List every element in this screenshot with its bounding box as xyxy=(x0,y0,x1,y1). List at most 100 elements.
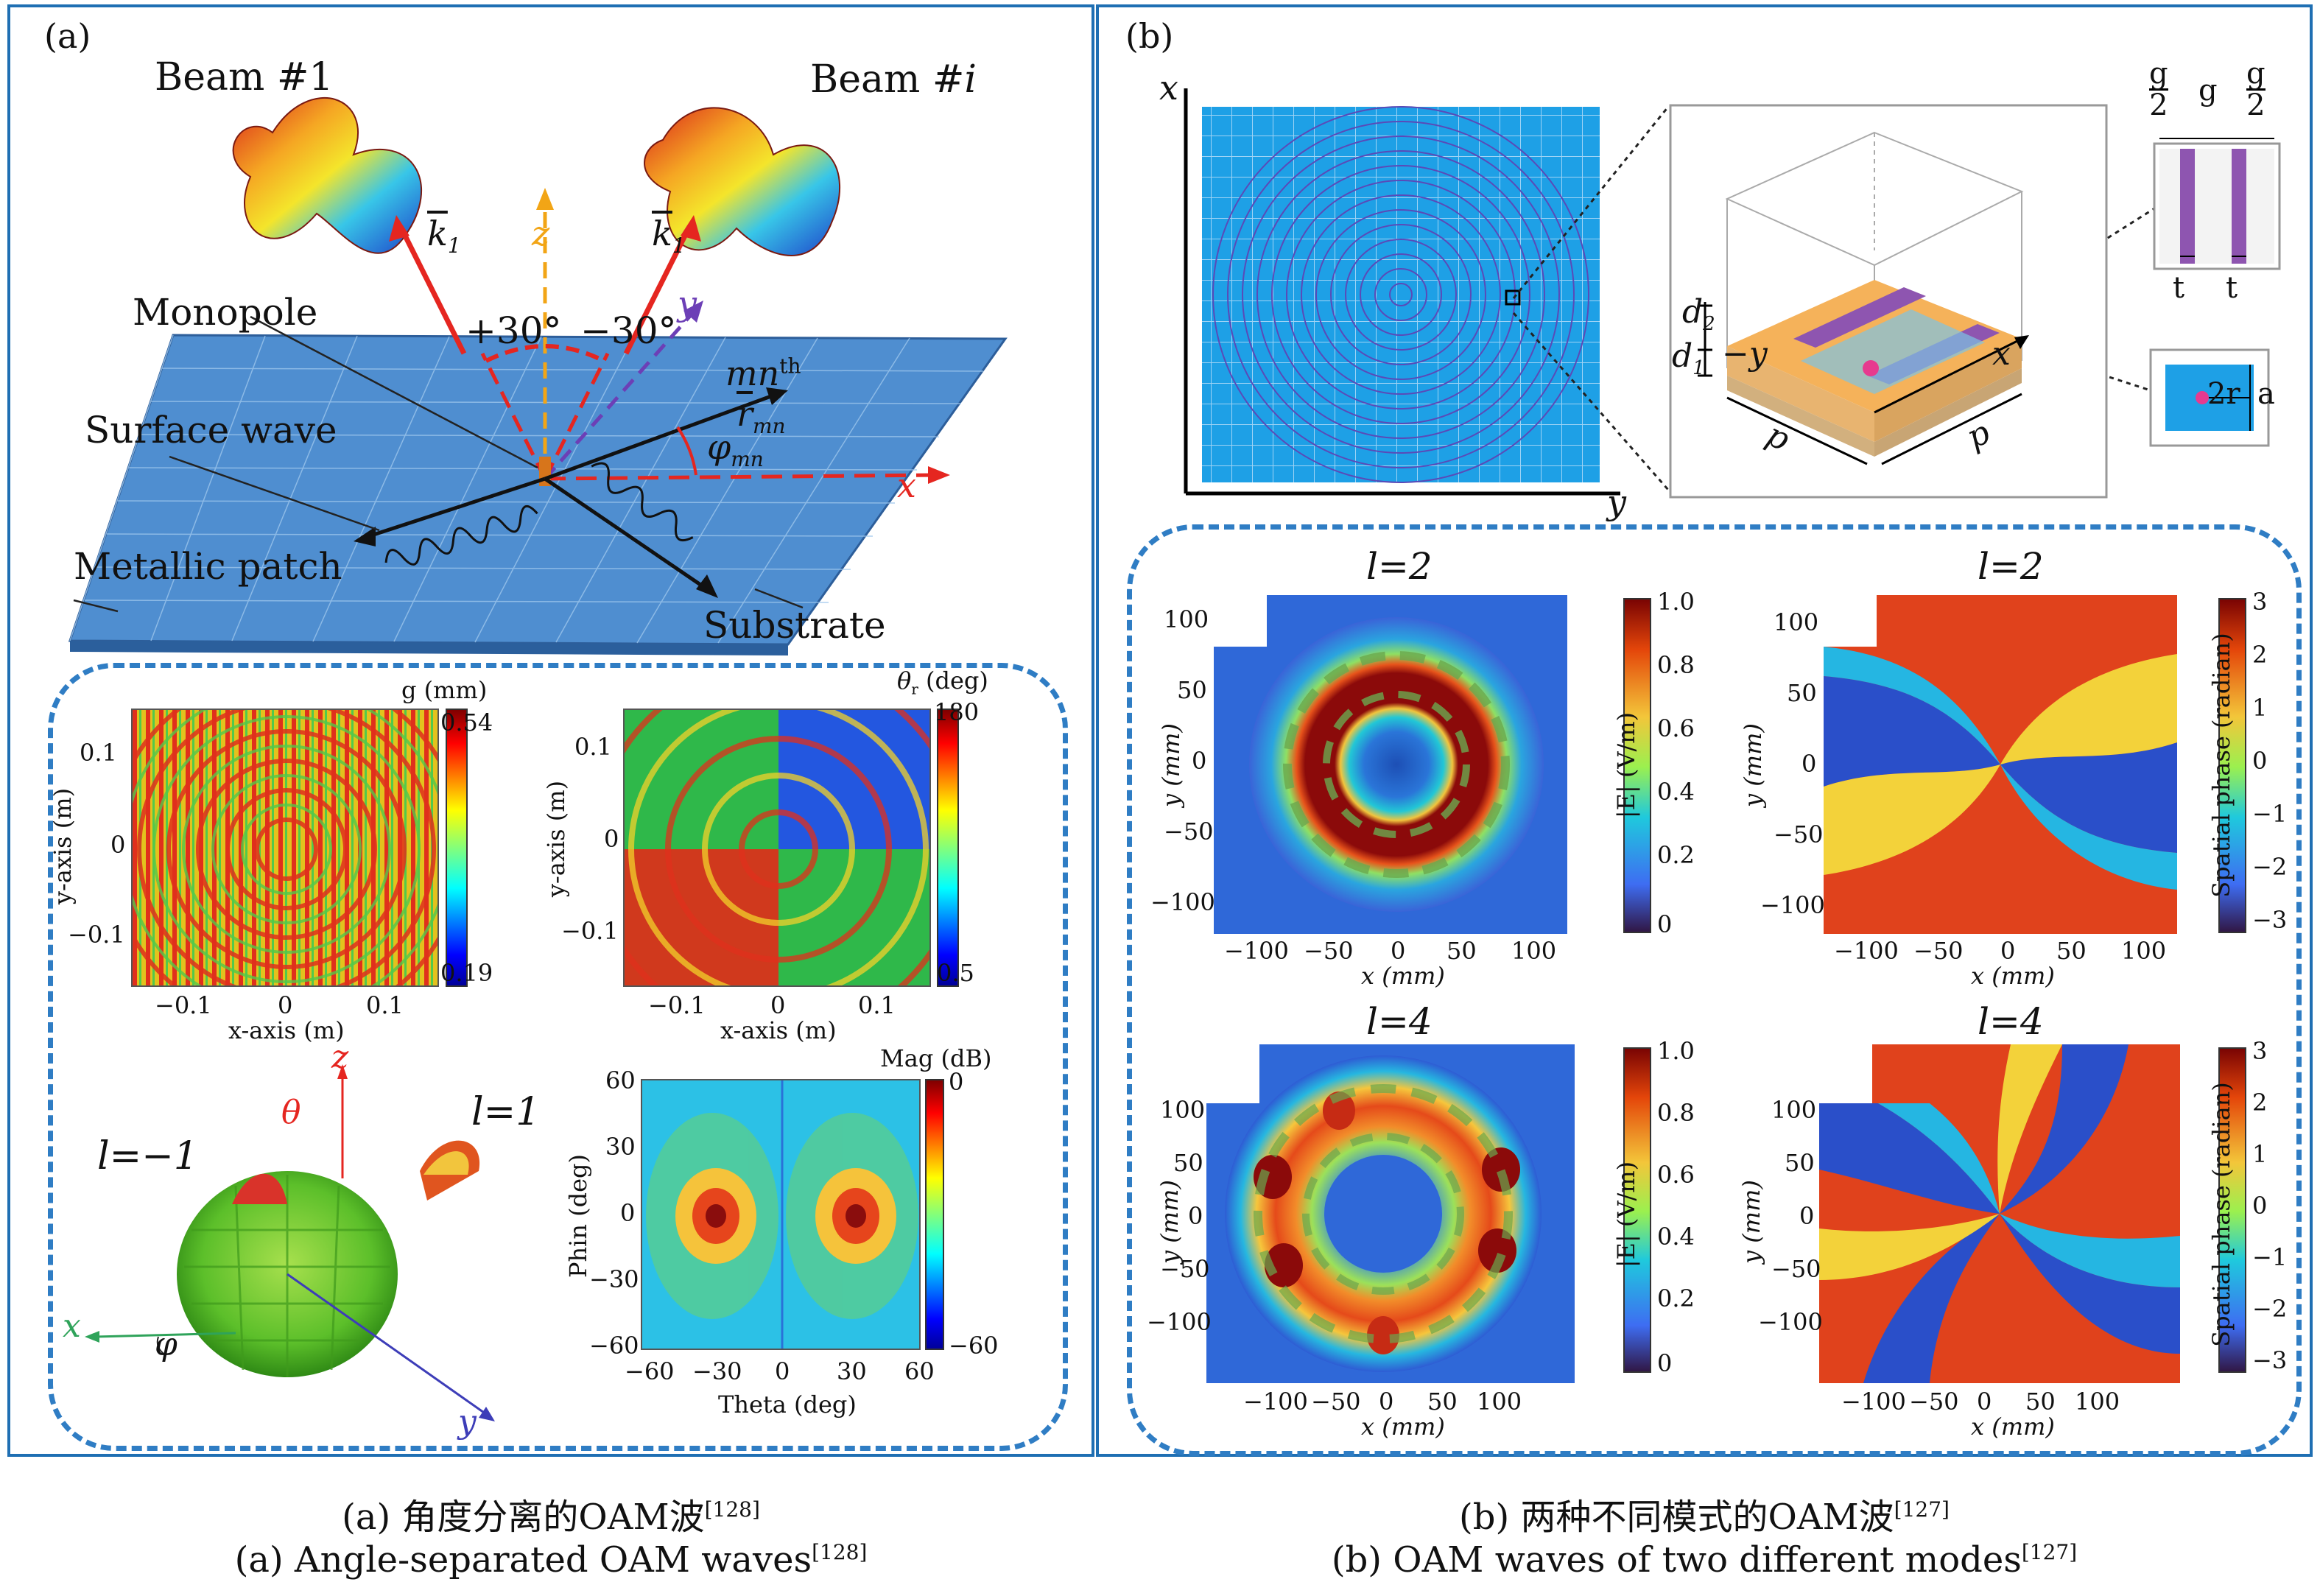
top-view-y-label: y xyxy=(1607,482,1626,522)
map-title: l=4 xyxy=(1366,1000,1433,1043)
e-cbar-tick: 0.4 xyxy=(1657,778,1695,806)
map-xtick: −50 xyxy=(1304,937,1354,965)
map-xtick: −50 xyxy=(1909,1388,1959,1416)
neg-y-label: −y xyxy=(1722,335,1768,373)
phi-mn-label: φmn xyxy=(707,427,764,472)
beam-1-pattern xyxy=(232,96,423,254)
e-colorbar-l4 xyxy=(1623,1047,1651,1373)
map-ylabel: y (mm) xyxy=(1157,723,1185,807)
theta-ytick: 0 xyxy=(604,825,619,853)
map-ylabel: y (mm) xyxy=(1156,1180,1184,1264)
map-xtick: 100 xyxy=(1477,1388,1522,1416)
pattern-l-pos-label: l=1 xyxy=(471,1090,541,1134)
mag-colorbar xyxy=(925,1079,944,1350)
e-cbar-tick: 0.2 xyxy=(1657,1284,1695,1312)
slot-detail-top xyxy=(2153,138,2281,270)
beam-1-label: Beam #1 xyxy=(155,55,334,99)
theta-colorbar xyxy=(937,709,959,987)
e-field-map-l2 xyxy=(1214,595,1567,934)
angle-neg-label: −30° xyxy=(580,309,677,352)
mag-ytick: 30 xyxy=(605,1133,636,1161)
mn-th-label: mnth xyxy=(725,354,801,393)
phase-cbar-label: Spatial phase (radian) xyxy=(2207,633,2235,898)
e-cbar-tick: 0 xyxy=(1657,1349,1673,1377)
two-r-label: 2r xyxy=(2207,377,2240,411)
beam-i-label: Beam #i xyxy=(810,57,977,102)
panel-b-dashed-group xyxy=(1127,524,2302,1456)
metallic-patch-plane xyxy=(68,334,1008,646)
map-ytick: −50 xyxy=(1771,1255,1821,1283)
caption-b-en: (b) OAM waves of two different modes[127… xyxy=(1331,1539,2078,1581)
g-ytick: −0.1 xyxy=(68,921,125,949)
g-mid: g xyxy=(2198,74,2218,108)
top-view-x-label: x xyxy=(1159,68,1178,108)
map-xtick: −100 xyxy=(1841,1388,1906,1416)
map-xtick: 100 xyxy=(2121,937,2167,965)
d2-label: d2 xyxy=(1682,293,1715,335)
pattern-theta-label: θ xyxy=(281,1094,301,1131)
angle-pos-label: +30° xyxy=(465,309,562,352)
panel-b-tag: (b) xyxy=(1125,16,1174,56)
g-cbar-title: g (mm) xyxy=(401,676,488,704)
mag-cbar-max: 0 xyxy=(949,1068,964,1096)
mag-cbar-min: −60 xyxy=(949,1332,999,1360)
g-ytick: 0 xyxy=(110,831,126,859)
phase-cbar-tick: 3 xyxy=(2252,1037,2268,1065)
e-cbar-tick: 0.8 xyxy=(1657,651,1695,679)
phase-cbar-tick: −3 xyxy=(2252,1346,2288,1374)
mag-ytick: 0 xyxy=(620,1199,636,1227)
phase-cbar-tick: 1 xyxy=(2252,694,2268,722)
panel-a xyxy=(7,4,1094,1457)
caption-a-cn: (a) 角度分离的OAM波[128] xyxy=(342,1497,760,1538)
mag-xtick: 0 xyxy=(775,1357,790,1385)
pattern-l-neg-label: l=−1 xyxy=(97,1134,198,1178)
caption-b-cn: (b) 两种不同模式的OAM波[127] xyxy=(1459,1497,1950,1538)
map-xtick: −100 xyxy=(1224,937,1289,965)
e-cbar-tick: 0 xyxy=(1657,910,1673,938)
phase-cbar-tick: 2 xyxy=(2252,1089,2268,1117)
metasurface-top-view xyxy=(1184,88,1620,496)
map-xtick: 100 xyxy=(1511,937,1557,965)
map-ytick: 50 xyxy=(1785,1149,1815,1177)
map-ytick: 100 xyxy=(1771,1096,1817,1124)
e-cbar-tick: 0.6 xyxy=(1657,1161,1695,1189)
mag-cbar-title: Mag (dB) xyxy=(880,1044,992,1072)
map-ytick: 50 xyxy=(1787,679,1817,707)
metallic-patch-label: Metallic patch xyxy=(74,545,342,588)
mag-xtick: −30 xyxy=(692,1357,742,1385)
theta-xtick: −0.1 xyxy=(648,991,706,1019)
pattern-y-label: y xyxy=(458,1403,477,1441)
g-map xyxy=(131,709,439,987)
theta-cbar-max: 180 xyxy=(934,698,980,726)
e-cbar-label: |E| (V/m) xyxy=(1612,711,1640,819)
via-detail xyxy=(2149,348,2270,447)
map-ytick: −50 xyxy=(1774,820,1824,848)
g-xtick: 0.1 xyxy=(366,991,404,1019)
surface-wave-label: Surface wave xyxy=(85,409,337,451)
pattern-phi-label: φ xyxy=(155,1326,177,1363)
g-xtick: 0 xyxy=(278,991,293,1019)
e-cbar-tick: 0.2 xyxy=(1657,841,1695,869)
g-xtick: −0.1 xyxy=(155,991,212,1019)
theta-ytick: 0.1 xyxy=(574,733,612,761)
g-cbar-min: 0.19 xyxy=(440,959,493,987)
map-title: l=2 xyxy=(1366,545,1433,588)
map-ylabel: y (mm) xyxy=(1739,723,1767,807)
phase-cbar-tick: −1 xyxy=(2252,800,2288,828)
map-ytick: −100 xyxy=(1147,1308,1212,1336)
mag-map xyxy=(641,1079,921,1350)
mag-xtick: 60 xyxy=(904,1357,935,1385)
phase-cbar-tick: 3 xyxy=(2252,588,2268,616)
d1-label: d1 xyxy=(1672,337,1705,379)
panel-a-dashed-group xyxy=(48,663,1068,1451)
unit-cell-diagram xyxy=(1669,104,2108,499)
theta-cbar-min: 0.5 xyxy=(937,959,974,987)
map-title: l=4 xyxy=(1978,1000,2044,1043)
phase-colorbar-l2 xyxy=(2218,598,2246,933)
panel-a-tag: (a) xyxy=(44,16,91,56)
r-mn-label: rmn xyxy=(737,394,786,439)
theta-xtick: 0 xyxy=(770,991,786,1019)
theta-map xyxy=(623,709,931,987)
e-cbar-tick: 1.0 xyxy=(1657,1037,1695,1065)
g-ylabel: y-axis (m) xyxy=(49,787,77,905)
